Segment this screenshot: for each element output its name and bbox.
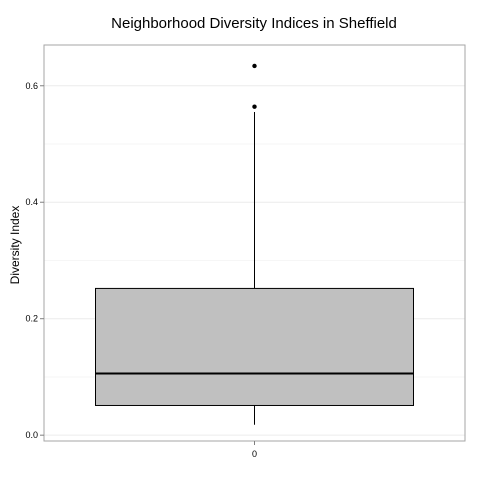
chart-title: Neighborhood Diversity Indices in Sheffi…: [111, 15, 397, 32]
outlier-point: [252, 104, 257, 109]
y-tick-label: 0.6: [25, 81, 38, 91]
x-tick-label: 0: [252, 449, 257, 459]
box-iqr: [95, 287, 414, 406]
plot-marks: [95, 63, 414, 425]
y-tick-label: 0.0: [25, 430, 38, 440]
y-axis-title: Diversity Index: [8, 206, 22, 285]
axes: 0.0 0.2 0.4 0.6 0: [25, 81, 257, 459]
outlier-point: [252, 63, 257, 69]
y-tick-label: 0.2: [25, 314, 38, 324]
y-tick-label: 0.4: [25, 197, 38, 207]
